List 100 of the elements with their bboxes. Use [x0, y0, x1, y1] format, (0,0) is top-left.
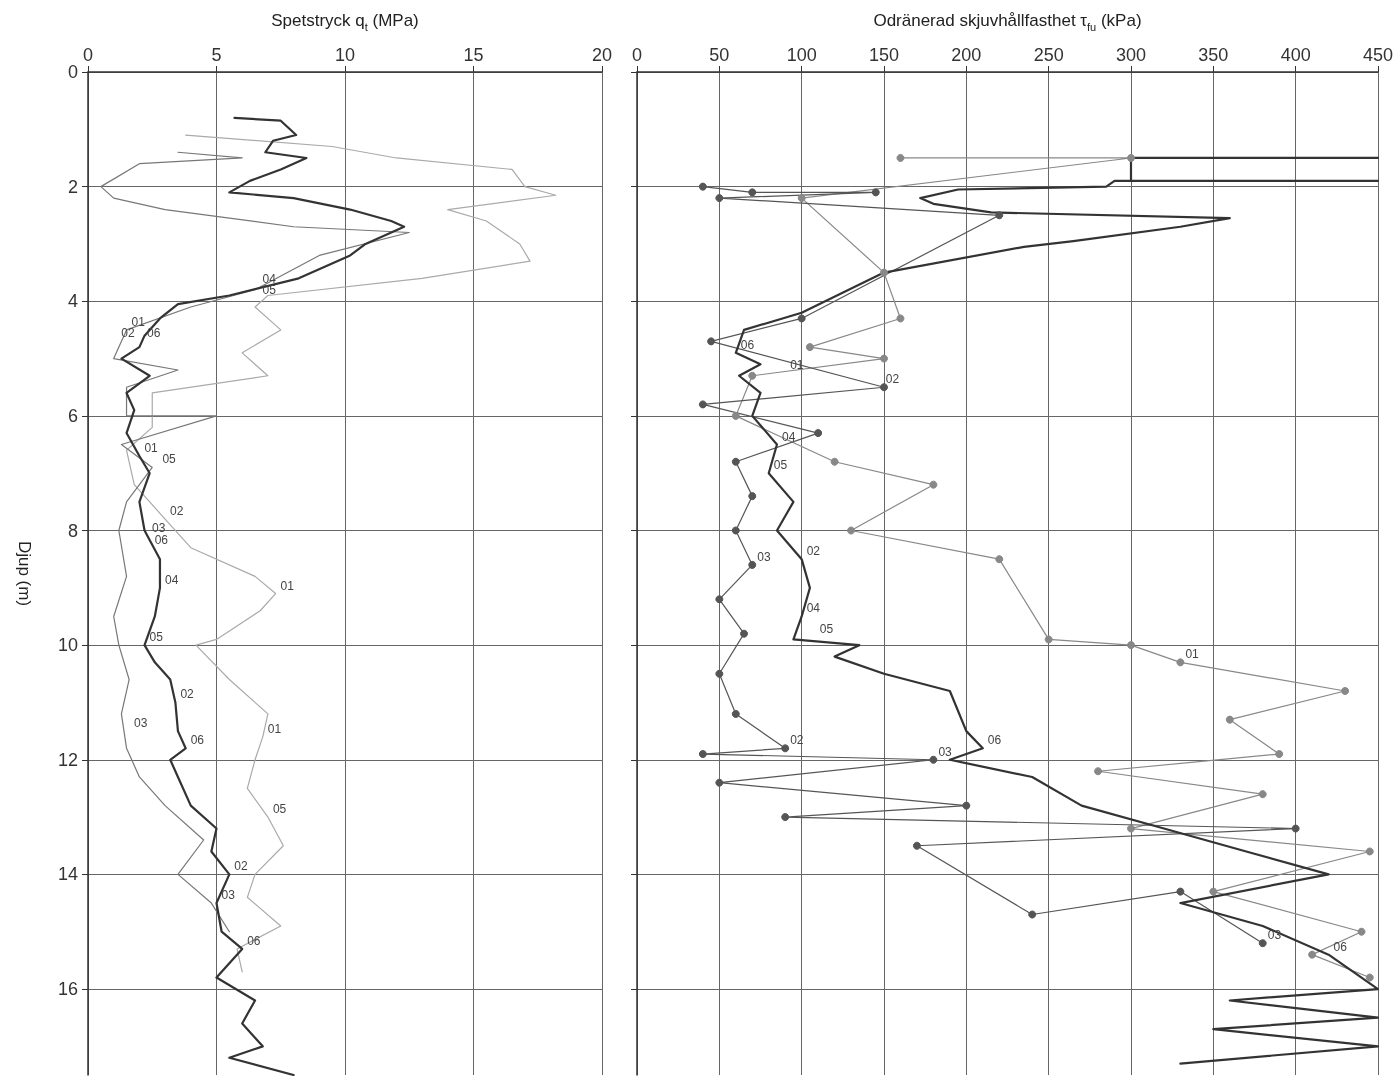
x-tick-label: 50 — [709, 45, 730, 65]
annotation: 04 — [806, 601, 821, 616]
annotation: 02 — [234, 859, 249, 874]
point — [912, 841, 921, 850]
point — [707, 337, 716, 346]
x-tick-label: 150 — [868, 45, 900, 65]
point — [1365, 973, 1374, 982]
point — [715, 595, 724, 604]
point — [995, 555, 1004, 564]
annotation: 02 — [170, 504, 184, 519]
y-tick-label: 6 — [67, 405, 78, 426]
annotation: 03 — [221, 888, 236, 903]
annotation: 05 — [819, 621, 834, 636]
annotation: 05 — [262, 283, 277, 298]
y-tick-label: 4 — [67, 291, 78, 312]
point — [748, 492, 757, 501]
annotation: 05 — [149, 630, 164, 645]
point — [805, 343, 814, 352]
point — [1225, 715, 1234, 724]
x-tick-label: 0 — [631, 45, 643, 65]
point — [731, 457, 740, 466]
point — [698, 182, 707, 191]
point — [781, 813, 790, 822]
point — [1365, 847, 1374, 856]
point — [896, 153, 905, 162]
y-axis-title: Djup (m) — [15, 540, 34, 607]
point — [731, 411, 740, 420]
annotation: 02 — [180, 687, 195, 702]
point — [847, 526, 856, 535]
point — [1209, 887, 1218, 896]
point — [748, 560, 757, 569]
point — [781, 744, 790, 753]
x-tick-label: 300 — [1115, 45, 1147, 65]
x-tick-label: 350 — [1198, 45, 1229, 65]
point — [1258, 790, 1267, 799]
annotation: 02 — [885, 372, 900, 387]
point — [740, 629, 749, 638]
x-tick-label: 15 — [463, 45, 484, 65]
annotation: 01 — [267, 721, 282, 736]
annotation: 06 — [1333, 939, 1348, 954]
annotation: 04 — [781, 429, 796, 444]
point — [814, 429, 823, 438]
point — [880, 383, 888, 392]
point — [698, 400, 707, 409]
point — [1044, 635, 1053, 644]
annotation: 06 — [987, 733, 1002, 748]
point — [715, 669, 724, 678]
point — [1258, 939, 1267, 948]
annotation: 03 — [938, 744, 953, 759]
y-tick-label: 8 — [67, 520, 78, 541]
x-tick-label: 0 — [82, 45, 94, 65]
y-tick-label: 12 — [57, 749, 78, 770]
annotation: 03 — [757, 549, 771, 564]
point — [797, 314, 806, 323]
point — [1275, 750, 1284, 759]
annotation: 01 — [1185, 647, 1200, 662]
point — [1127, 641, 1135, 650]
x-tick-label: 20 — [591, 45, 612, 65]
point — [929, 480, 938, 489]
point — [1291, 824, 1300, 833]
y-tick-label: 10 — [57, 635, 78, 656]
point — [731, 709, 740, 718]
point — [1308, 950, 1317, 959]
annotation: 05 — [162, 452, 177, 467]
annotation: 04 — [164, 572, 179, 587]
x-tick-label: 450 — [1362, 45, 1394, 65]
annotation: 01 — [144, 441, 159, 456]
annotation: 05 — [272, 802, 287, 817]
x-tick-label: 10 — [334, 45, 356, 65]
x-tick-label: 250 — [1033, 45, 1064, 65]
annotation: 05 — [773, 458, 788, 473]
point — [1127, 824, 1135, 833]
point — [1176, 887, 1185, 896]
annotation: 03 — [134, 716, 148, 731]
point — [929, 755, 938, 764]
point — [1028, 910, 1037, 919]
point — [1357, 927, 1366, 936]
point — [715, 778, 724, 787]
point — [1127, 153, 1135, 162]
point — [830, 457, 839, 466]
annotation: 01 — [280, 578, 295, 593]
point — [797, 194, 806, 203]
annotation: 06 — [190, 733, 205, 748]
point — [731, 526, 740, 535]
annotation: 02 — [806, 544, 821, 559]
x-tick-label: 5 — [211, 45, 222, 65]
line-series — [120, 116, 406, 1077]
annotation: 02 — [121, 326, 135, 341]
point — [896, 314, 905, 323]
point — [748, 371, 757, 380]
point — [962, 801, 971, 810]
annotation: 01 — [131, 314, 146, 329]
x-tick-label: 200 — [951, 45, 982, 65]
point — [1341, 687, 1350, 695]
x-tick-label: 400 — [1280, 45, 1311, 65]
x-tick-label: 100 — [786, 45, 817, 65]
point — [1176, 658, 1185, 667]
point — [871, 188, 880, 197]
point — [880, 354, 888, 363]
annotation: 04 — [262, 271, 277, 286]
